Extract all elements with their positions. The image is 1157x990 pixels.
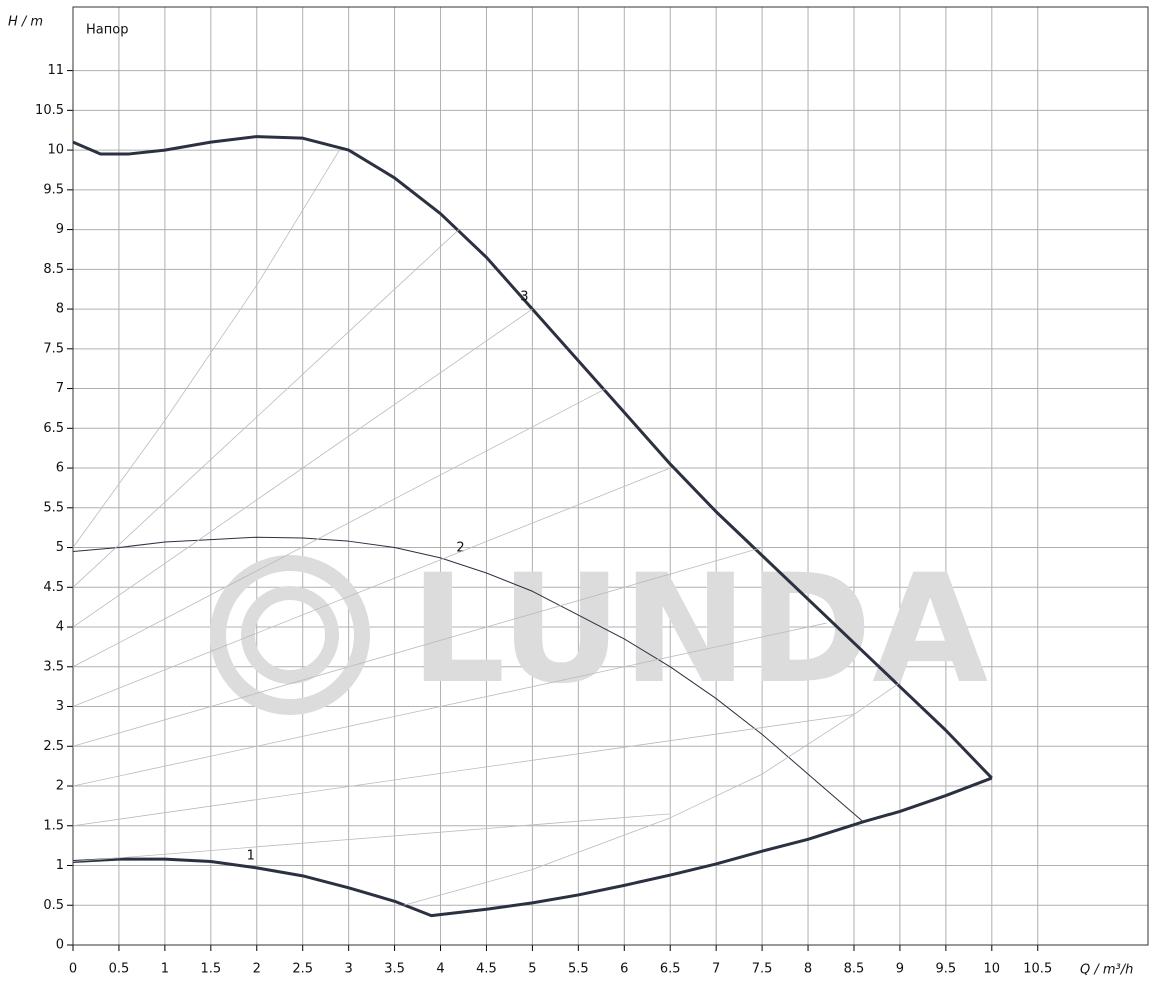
series-line <box>72 776 993 918</box>
chart-title: Напор <box>86 23 128 38</box>
plot-border <box>72 6 1149 946</box>
x-tick-label: 2 <box>253 962 261 977</box>
x-tick-label: 5 <box>528 962 536 977</box>
series-line <box>72 714 855 827</box>
series-line <box>72 388 607 668</box>
y-tick-label: 8.5 <box>43 262 64 277</box>
y-tick-label: 2.5 <box>43 739 64 754</box>
y-tick-label: 7.5 <box>43 341 64 356</box>
x-tick-label: 0 <box>69 962 77 977</box>
x-tick-label: 4 <box>436 962 444 977</box>
x-tick-label: 9 <box>896 962 904 977</box>
watermark: LUNDA <box>210 543 988 717</box>
y-tick-label: 3 <box>56 699 64 714</box>
series-line <box>72 229 460 588</box>
y-tick-label: 10.5 <box>35 103 64 118</box>
x-tick-label: 4.5 <box>476 962 497 977</box>
watermark-ring <box>210 555 370 715</box>
series-line <box>72 135 993 780</box>
y-tick-label: 7 <box>56 381 64 396</box>
series-line <box>72 149 340 548</box>
watermark-text: LUNDA <box>410 543 988 717</box>
series-line <box>72 467 671 707</box>
y-tick-label: 2 <box>56 779 64 794</box>
y-tick-label: 11 <box>47 63 64 78</box>
x-tick-label: 6.5 <box>660 962 681 977</box>
y-tick-label: 6.5 <box>43 421 64 436</box>
y-tick-label: 1.5 <box>43 818 64 833</box>
x-tick-label: 6 <box>620 962 628 977</box>
x-tick-label: 5.5 <box>568 962 589 977</box>
curve-label: 1 <box>247 848 255 863</box>
y-tick-label: 0.5 <box>43 898 64 913</box>
y-tick-label: 3.5 <box>43 659 64 674</box>
curve-label: 3 <box>520 290 528 305</box>
x-tick-label: 3 <box>345 962 353 977</box>
x-tick-label: 2.5 <box>292 962 313 977</box>
x-tick-label: 7.5 <box>752 962 773 977</box>
y-tick-label: 10 <box>47 143 64 158</box>
curve-label: 2 <box>456 540 464 555</box>
y-tick-label: 1 <box>56 858 64 873</box>
y-tick-label: 4.5 <box>43 580 64 595</box>
x-tick-label: 10.5 <box>1023 962 1052 977</box>
series-line <box>72 813 671 862</box>
series-line <box>72 622 827 787</box>
x-tick-label: 10 <box>984 962 1001 977</box>
y-tick-label: 5 <box>56 540 64 555</box>
x-tick-label: 8 <box>804 962 812 977</box>
series-line <box>72 308 533 628</box>
series-line <box>72 536 864 823</box>
series-line <box>72 547 763 747</box>
y-tick-label: 9 <box>56 222 64 237</box>
y-tick-label: 4 <box>56 620 64 635</box>
y-tick-label: 6 <box>56 461 64 476</box>
x-tick-label: 1 <box>161 962 169 977</box>
y-tick-label: 5.5 <box>43 500 64 515</box>
y-tick-label: 0 <box>56 938 64 953</box>
x-tick-label: 3.5 <box>384 962 405 977</box>
x-tick-label: 8.5 <box>844 962 865 977</box>
series-line <box>403 682 901 906</box>
x-axis-label: Q / m³/h <box>1080 963 1133 978</box>
watermark-ring <box>241 586 339 684</box>
x-tick-label: 1.5 <box>200 962 221 977</box>
y-axis-label: H / m <box>8 15 43 30</box>
x-tick-label: 7 <box>712 962 720 977</box>
x-tick-label: 9.5 <box>936 962 957 977</box>
x-tick-label: 0.5 <box>109 962 130 977</box>
y-tick-label: 8 <box>56 302 64 317</box>
y-tick-label: 9.5 <box>43 182 64 197</box>
